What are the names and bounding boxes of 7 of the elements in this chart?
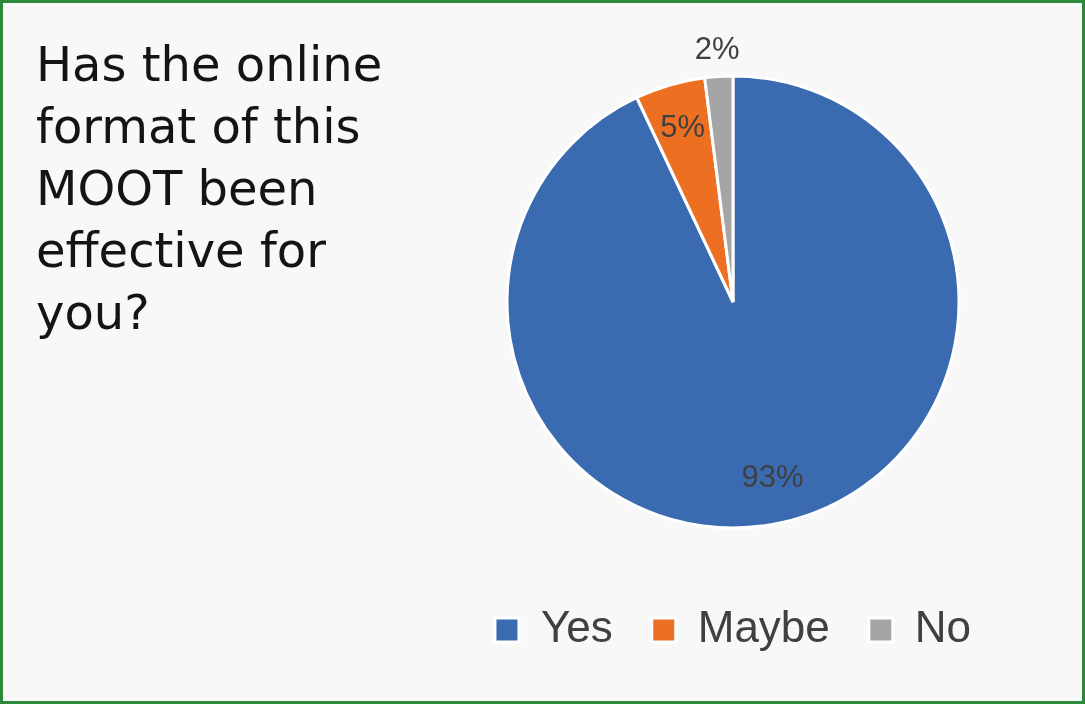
legend-label: No [914,602,972,652]
legend-label: Maybe [697,602,830,652]
data-label: 93% [741,458,804,494]
data-label: 5% [660,108,705,144]
data-label: 2% [694,31,740,67]
legend-label: Yes [540,602,613,652]
text: Has the online format of this MOOT been effective for you? [36,35,384,342]
